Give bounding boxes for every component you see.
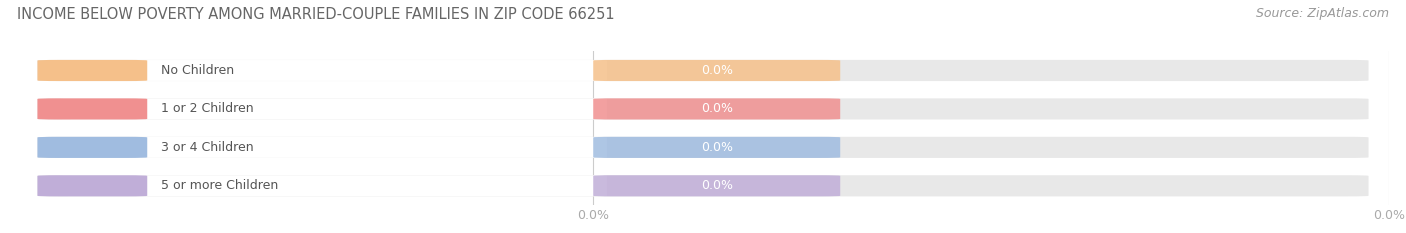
FancyBboxPatch shape [593, 175, 841, 196]
FancyBboxPatch shape [38, 98, 1368, 120]
FancyBboxPatch shape [593, 98, 841, 120]
Text: 3 or 4 Children: 3 or 4 Children [160, 141, 253, 154]
FancyBboxPatch shape [59, 175, 607, 196]
FancyBboxPatch shape [38, 98, 148, 120]
Text: 5 or more Children: 5 or more Children [160, 179, 278, 192]
Text: 0.0%: 0.0% [700, 179, 733, 192]
Text: 0.0%: 0.0% [700, 64, 733, 77]
Text: 0.0%: 0.0% [700, 103, 733, 115]
FancyBboxPatch shape [38, 137, 1368, 158]
FancyBboxPatch shape [38, 175, 1368, 196]
FancyBboxPatch shape [593, 137, 841, 158]
FancyBboxPatch shape [59, 137, 607, 158]
FancyBboxPatch shape [38, 175, 148, 196]
FancyBboxPatch shape [38, 60, 148, 81]
Text: No Children: No Children [160, 64, 233, 77]
Text: INCOME BELOW POVERTY AMONG MARRIED-COUPLE FAMILIES IN ZIP CODE 66251: INCOME BELOW POVERTY AMONG MARRIED-COUPL… [17, 7, 614, 22]
Text: 0.0%: 0.0% [700, 141, 733, 154]
FancyBboxPatch shape [38, 137, 148, 158]
FancyBboxPatch shape [593, 60, 841, 81]
FancyBboxPatch shape [38, 60, 1368, 81]
Text: 1 or 2 Children: 1 or 2 Children [160, 103, 253, 115]
Text: Source: ZipAtlas.com: Source: ZipAtlas.com [1256, 7, 1389, 20]
FancyBboxPatch shape [59, 99, 607, 119]
FancyBboxPatch shape [59, 60, 607, 81]
